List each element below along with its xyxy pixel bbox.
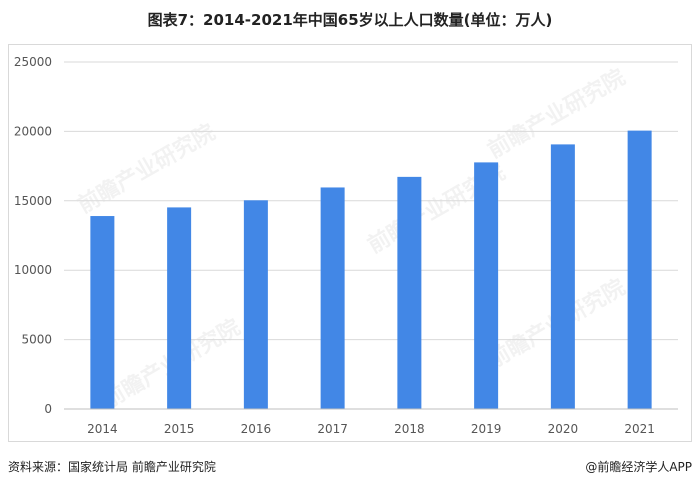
brand-credit: @前瞻经济学人APP [585, 460, 692, 474]
x-tick-label-2017: 2017 [317, 422, 348, 436]
bar-2019 [474, 162, 499, 409]
x-tick-label-2014: 2014 [87, 422, 118, 436]
gridlines [64, 61, 678, 341]
x-axis-ticks: 2014 2015 2016 2017 2018 2019 2020 2021 [87, 422, 655, 436]
chart-frame [8, 44, 692, 442]
bar-2020 [550, 144, 575, 410]
x-tick-label-2020: 2020 [548, 422, 579, 436]
bar-2015 [167, 207, 192, 409]
x-tick-label-2019: 2019 [471, 422, 502, 436]
y-tick-label-15000: 15000 [14, 194, 52, 208]
x-tick-label-2018: 2018 [394, 422, 425, 436]
watermark-layer: 前瞻产业研究院前瞻产业研究院前瞻产业研究院前瞻产业研究院前瞻产业研究院 [73, 64, 629, 414]
x-tick-label-2015: 2015 [164, 422, 195, 436]
y-axis-ticks: 0 5000 10000 15000 20000 25000 [14, 55, 52, 416]
bar-2014 [90, 216, 115, 409]
y-tick-label-20000: 20000 [14, 124, 52, 138]
watermark-text-0: 前瞻产业研究院 [73, 119, 219, 219]
y-tick-label-25000: 25000 [14, 55, 52, 69]
bars [90, 130, 652, 410]
y-tick-label-5000: 5000 [21, 333, 52, 347]
y-tick-label-10000: 10000 [14, 263, 52, 277]
source-note: 资料来源：国家统计局 前瞻产业研究院 [8, 460, 216, 474]
bar-2018 [397, 176, 422, 409]
bar-2017 [320, 187, 345, 409]
bar-2016 [243, 200, 268, 409]
bar-2021 [627, 130, 652, 409]
y-tick-label-0: 0 [44, 402, 52, 416]
chart-title: 图表7：2014-2021年中国65岁以上人口数量(单位：万人) [147, 11, 553, 29]
x-tick-label-2016: 2016 [241, 422, 272, 436]
footer: 资料来源：国家统计局 前瞻产业研究院 @前瞻经济学人APP [8, 452, 692, 488]
x-tick-label-2021: 2021 [624, 422, 655, 436]
